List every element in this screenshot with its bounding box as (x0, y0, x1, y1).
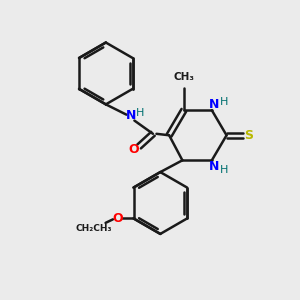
Text: O: O (112, 212, 123, 225)
Text: H: H (136, 108, 145, 118)
Text: CH₃: CH₃ (173, 72, 194, 82)
Text: CH₂CH₃: CH₂CH₃ (76, 224, 112, 233)
Text: H: H (220, 165, 228, 175)
Text: N: N (209, 160, 219, 173)
Text: S: S (244, 129, 253, 142)
Text: H: H (220, 97, 228, 107)
Text: O: O (128, 143, 139, 157)
Text: N: N (209, 98, 219, 111)
Text: N: N (126, 109, 136, 122)
